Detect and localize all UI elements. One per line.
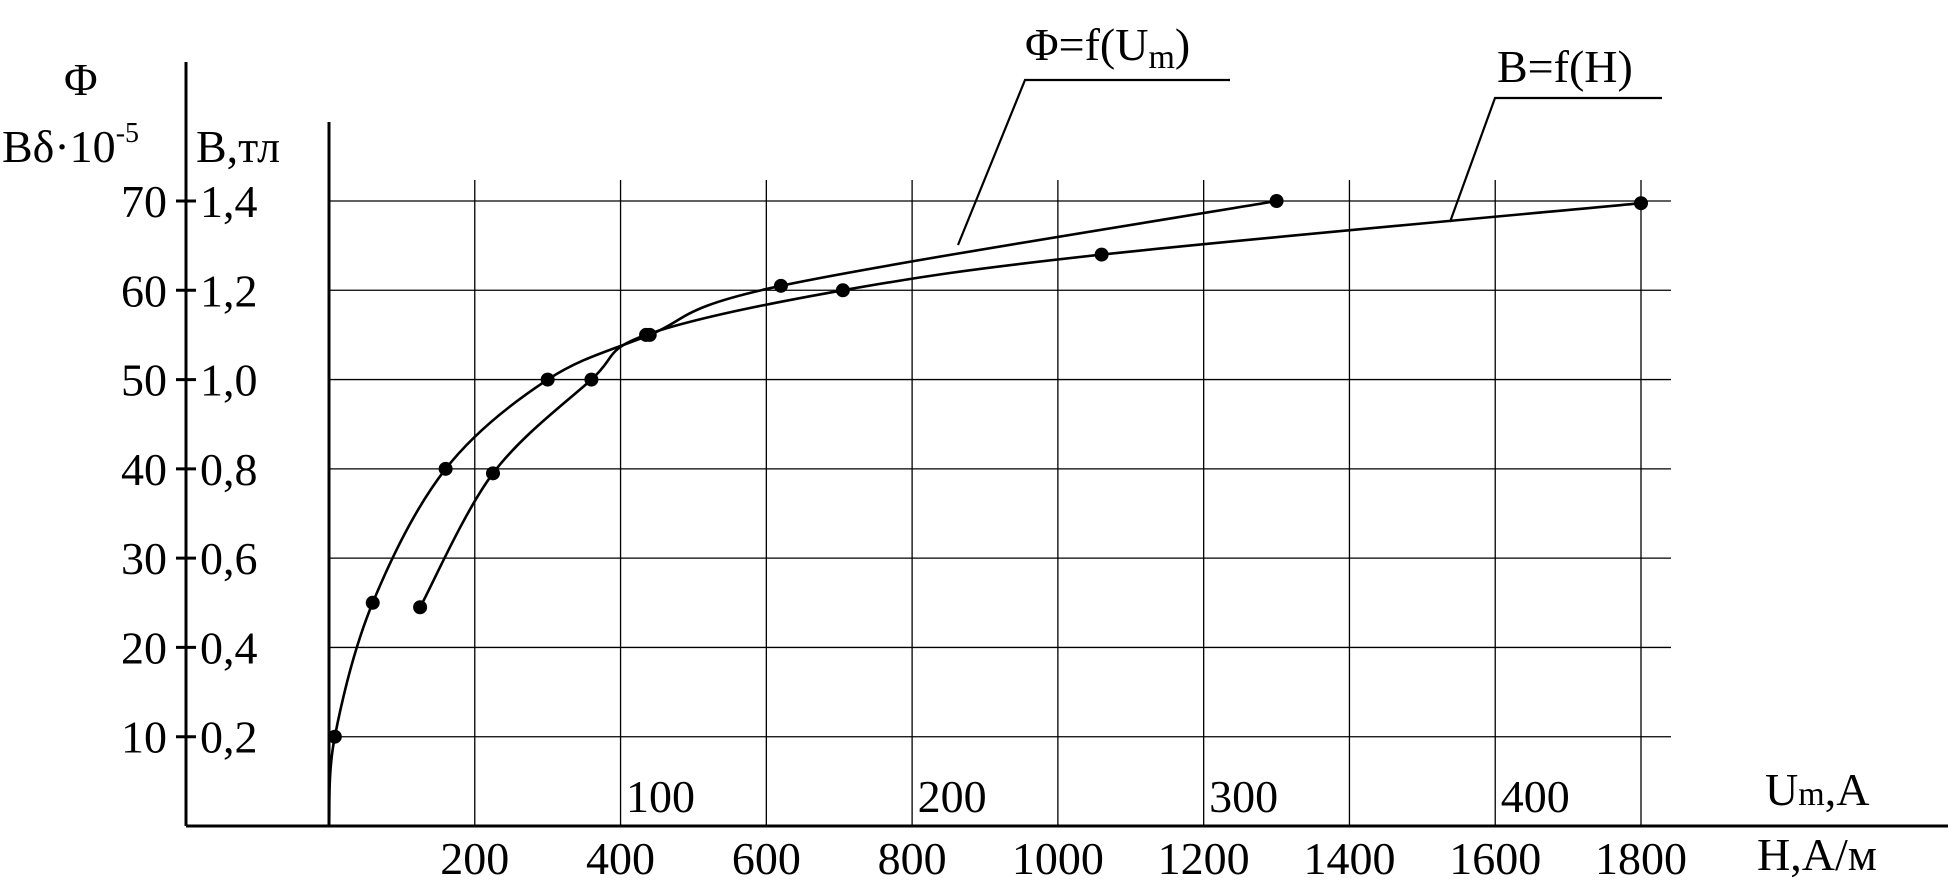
point-flux bbox=[540, 372, 555, 387]
point-flux bbox=[773, 278, 788, 293]
series-label-flux: Φ=f(Um) bbox=[1025, 19, 1190, 76]
x-tick-label-h: 1800 bbox=[1595, 833, 1687, 884]
leader-line-induction bbox=[1448, 96, 1662, 223]
y-tick-label-induction: 0,4 bbox=[200, 622, 258, 673]
um-axis-label-main: U bbox=[1765, 764, 1798, 815]
x-tick-label-h: 1000 bbox=[1012, 833, 1104, 884]
y-tick-label-flux: 30 bbox=[121, 533, 167, 584]
induction-axis-label: B,тл bbox=[196, 121, 280, 172]
x-tick-label-um: 400 bbox=[1501, 771, 1570, 822]
x-tick-label-h: 600 bbox=[732, 833, 801, 884]
curve-flux bbox=[327, 199, 1277, 827]
y-tick-label-induction: 1,4 bbox=[200, 176, 258, 227]
x-tick-label-h: 800 bbox=[878, 833, 947, 884]
um-axis-label: Um,A bbox=[1765, 764, 1869, 815]
ticks: 10 20 30 40 50 60 70 0,2 0,4 0,6 0,8 1,0 1,2 1,4 200 40… bbox=[121, 176, 1687, 884]
axes bbox=[184, 62, 1948, 828]
series-labels: Φ=f(Um) B=f(H) bbox=[956, 19, 1662, 246]
point-induction bbox=[835, 283, 850, 298]
y-tick-label-flux: 50 bbox=[121, 355, 167, 406]
y-tick-label-flux: 10 bbox=[121, 712, 167, 763]
x-tick-label-h: 200 bbox=[440, 833, 509, 884]
x-tick-label-um: 200 bbox=[918, 771, 987, 822]
x-tick-label-um: 300 bbox=[1209, 771, 1278, 822]
y-tick-label-flux: 20 bbox=[121, 622, 167, 673]
x-tick-label-h: 1600 bbox=[1449, 833, 1541, 884]
x-tick-label-h: 400 bbox=[586, 833, 655, 884]
y-tick-label-induction: 1,0 bbox=[200, 355, 258, 406]
leader-line-flux bbox=[956, 78, 1230, 246]
flux-symbol: Φ bbox=[64, 54, 98, 105]
flux-axis-label-base: Bδ·10 bbox=[2, 121, 116, 172]
grid bbox=[329, 180, 1671, 826]
y-tick-label-flux: 40 bbox=[121, 444, 167, 495]
x-tick-label-h: 1200 bbox=[1158, 833, 1250, 884]
series-label-flux-main: Φ=f(U bbox=[1025, 19, 1148, 70]
x-tick-label-um: 100 bbox=[626, 771, 695, 822]
point-induction bbox=[486, 466, 500, 481]
y-tick-label-induction: 0,2 bbox=[200, 712, 258, 763]
series-label-induction: B=f(H) bbox=[1497, 41, 1633, 92]
point-flux bbox=[438, 461, 453, 476]
flux-axis-label: Bδ·10-5 bbox=[2, 118, 139, 172]
y-tick-label-flux: 60 bbox=[121, 265, 167, 316]
point-induction bbox=[1094, 247, 1109, 262]
point-induction bbox=[639, 327, 654, 342]
data-points bbox=[327, 194, 1648, 744]
h-axis-label: H,A/м bbox=[1757, 829, 1877, 880]
um-axis-label-sub: m bbox=[1798, 776, 1824, 813]
y-tick-label-induction: 0,6 bbox=[200, 533, 258, 584]
point-induction bbox=[584, 372, 599, 387]
y-tick-label-induction: 0,8 bbox=[200, 444, 258, 495]
point-flux bbox=[327, 729, 342, 744]
point-induction bbox=[1634, 196, 1648, 211]
curve-induction bbox=[418, 201, 1642, 608]
curves bbox=[327, 199, 1642, 827]
y-tick-label-induction: 1,2 bbox=[200, 265, 258, 316]
axis-titles: Φ Bδ·10-5 B,тл Um,A H,A/м bbox=[2, 54, 1877, 880]
point-flux bbox=[365, 595, 380, 610]
x-tick-label-h: 1400 bbox=[1303, 833, 1395, 884]
series-label-flux-tail: ) bbox=[1175, 19, 1190, 70]
series-label-flux-sub: m bbox=[1148, 39, 1174, 76]
y-tick-label-flux: 70 bbox=[121, 176, 167, 227]
um-axis-label-tail: ,A bbox=[1825, 764, 1870, 815]
flux-axis-label-exp: -5 bbox=[116, 118, 139, 149]
point-induction bbox=[413, 600, 428, 615]
point-flux bbox=[1269, 194, 1284, 208]
